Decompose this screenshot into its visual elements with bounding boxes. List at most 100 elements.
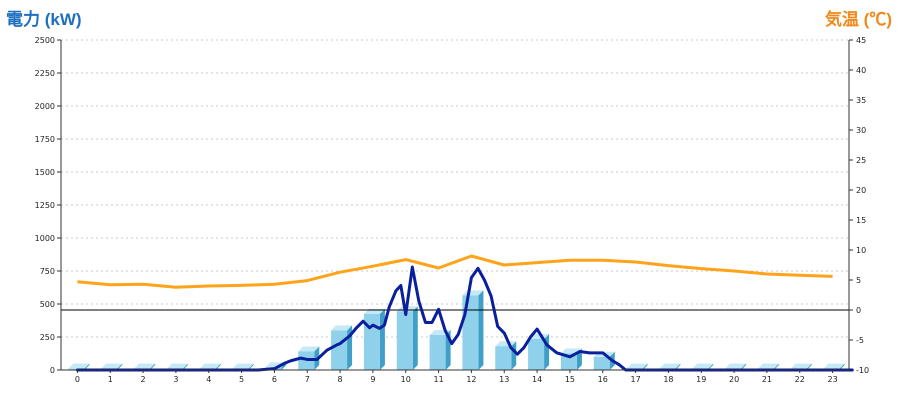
power-bar-front bbox=[593, 356, 610, 370]
power-bar-side bbox=[806, 363, 812, 370]
left-tick-label: 1750 bbox=[35, 135, 55, 144]
power-bar-top bbox=[232, 363, 254, 369]
power-line-group bbox=[75, 265, 854, 372]
left-tick-label: 1500 bbox=[35, 168, 55, 177]
x-tick-label: 22 bbox=[795, 375, 805, 384]
power-bar-top bbox=[331, 325, 353, 331]
left-tick-label: 0 bbox=[50, 366, 55, 375]
power-bar-side bbox=[478, 290, 484, 370]
power-bar-side bbox=[84, 363, 90, 370]
right-tick-label: 10 bbox=[856, 246, 866, 255]
power-bar bbox=[560, 348, 582, 370]
power-bar-front bbox=[495, 346, 512, 370]
x-tick-label: 12 bbox=[466, 375, 476, 384]
chart-axes bbox=[60, 40, 850, 371]
left-tick-label: 2000 bbox=[35, 102, 55, 111]
power-bar-side bbox=[642, 363, 648, 370]
power-bar-top bbox=[166, 363, 188, 369]
power-bar bbox=[396, 306, 418, 370]
power-bar-side bbox=[150, 363, 156, 370]
right-tick-label: 45 bbox=[856, 36, 866, 45]
power-bar-front bbox=[331, 330, 348, 370]
temperature-line-group bbox=[77, 254, 833, 289]
x-tick-label: 0 bbox=[75, 375, 80, 384]
x-tick-label: 18 bbox=[663, 375, 673, 384]
power-bar-top bbox=[68, 363, 90, 369]
power-bar bbox=[363, 308, 385, 370]
left-tick-label: 2500 bbox=[35, 36, 55, 45]
right-tick-label: 40 bbox=[856, 66, 866, 75]
right-tick-label: 15 bbox=[856, 216, 866, 225]
power-bar-top bbox=[659, 363, 681, 369]
right-tick-label: 35 bbox=[856, 96, 866, 105]
x-tick-label: 16 bbox=[598, 375, 608, 384]
power-bar-top bbox=[298, 346, 320, 352]
right-tick-label: 30 bbox=[856, 126, 866, 135]
power-bar-top bbox=[626, 363, 648, 369]
power-bar-side bbox=[182, 363, 188, 370]
x-tick-label: 8 bbox=[338, 375, 343, 384]
power-bar-side bbox=[215, 363, 221, 370]
power-bar-side bbox=[248, 363, 254, 370]
x-tick-label: 1 bbox=[108, 375, 113, 384]
left-axis-title: 電力 (kW) bbox=[6, 10, 82, 29]
power-bar-top bbox=[757, 363, 779, 369]
power-bar-side bbox=[675, 363, 681, 370]
left-tick-label: 250 bbox=[40, 333, 55, 342]
left-tick-label: 500 bbox=[40, 300, 55, 309]
right-tick-label: -10 bbox=[856, 366, 869, 375]
x-tick-label: 7 bbox=[305, 375, 310, 384]
left-tick-label: 750 bbox=[40, 267, 55, 276]
power-bar-side bbox=[379, 308, 385, 370]
right-tick-label: 25 bbox=[856, 156, 866, 165]
x-axis-ticks: 0 1 2 3 4 5 6 7 8 9 10 11 12 13 14 15 16 17 18 19 20 21 22 23 bbox=[75, 370, 838, 384]
hourly-power-bars bbox=[68, 290, 845, 370]
power-bar-top bbox=[725, 363, 747, 369]
right-tick-label: 5 bbox=[856, 276, 861, 285]
temperature-line bbox=[77, 254, 833, 289]
right-axis-ticks: -10 -5 0 5 10 15 20 25 30 35 40 45 bbox=[849, 36, 869, 375]
power-bar-front bbox=[396, 311, 413, 370]
x-tick-label: 23 bbox=[827, 375, 837, 384]
power-bar-top bbox=[790, 363, 812, 369]
power-bar-side bbox=[412, 306, 418, 370]
grid-lines bbox=[61, 39, 849, 338]
x-tick-label: 21 bbox=[762, 375, 772, 384]
power-bar-top bbox=[134, 363, 156, 369]
x-tick-label: 15 bbox=[565, 375, 575, 384]
power-bar-top bbox=[101, 363, 123, 369]
x-tick-label: 2 bbox=[141, 375, 146, 384]
power-bar-side bbox=[773, 363, 779, 370]
x-tick-label: 19 bbox=[696, 375, 706, 384]
power-bar-side bbox=[117, 363, 123, 370]
right-tick-label: -5 bbox=[856, 336, 864, 345]
power-bar-front bbox=[560, 353, 577, 370]
power-bar-top bbox=[199, 363, 221, 369]
power-bar-top bbox=[692, 363, 714, 369]
x-tick-label: 9 bbox=[370, 375, 375, 384]
x-tick-label: 6 bbox=[272, 375, 277, 384]
power-line bbox=[75, 265, 854, 372]
power-bar bbox=[495, 341, 517, 370]
x-tick-label: 4 bbox=[206, 375, 211, 384]
power-bar-side bbox=[741, 363, 747, 370]
power-bar-top bbox=[823, 363, 845, 369]
x-tick-label: 14 bbox=[532, 375, 542, 384]
x-tick-label: 3 bbox=[173, 375, 178, 384]
right-axis-title: 気温 (℃) bbox=[824, 10, 892, 29]
power-bar-side bbox=[708, 363, 714, 370]
power-bar bbox=[528, 333, 550, 370]
right-tick-label: 20 bbox=[856, 186, 866, 195]
x-tick-label: 13 bbox=[499, 375, 509, 384]
x-tick-label: 10 bbox=[401, 375, 411, 384]
power-bar-side bbox=[839, 363, 845, 370]
x-tick-label: 5 bbox=[239, 375, 244, 384]
left-axis-ticks: 0 250 500 750 1000 1250 1500 1750 2000 2250 2500 bbox=[35, 36, 61, 375]
x-tick-label: 11 bbox=[433, 375, 443, 384]
left-tick-label: 1250 bbox=[35, 201, 55, 210]
power-bar-front bbox=[429, 335, 446, 370]
power-bar-side bbox=[511, 341, 517, 370]
x-tick-label: 17 bbox=[630, 375, 640, 384]
x-tick-label: 20 bbox=[729, 375, 739, 384]
